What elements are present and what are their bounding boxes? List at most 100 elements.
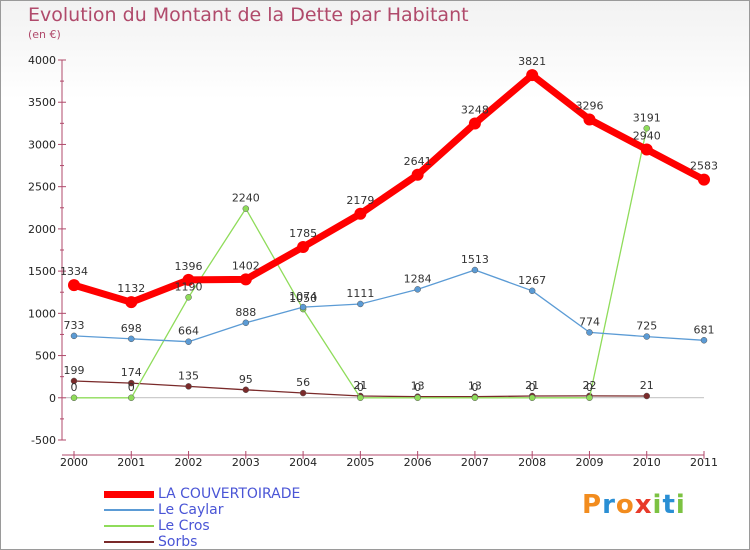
data-label-le-caylar: 774 <box>579 315 600 328</box>
legend-swatch <box>104 525 154 527</box>
data-label-le-caylar: 698 <box>121 322 142 335</box>
x-tick-label: 2006 <box>404 456 432 469</box>
data-point-le-cros <box>643 125 650 132</box>
legend-item: Le Cros <box>104 518 300 534</box>
logo-letter: i <box>652 490 663 520</box>
data-label-la-couvertoirade: 2179 <box>346 194 374 207</box>
legend-swatch <box>104 490 154 498</box>
data-point-le-cros <box>357 394 364 402</box>
x-tick-label: 2000 <box>60 456 88 469</box>
x-tick-label: 2008 <box>518 456 546 469</box>
y-tick-label: 3500 <box>28 96 56 109</box>
data-point-le-caylar <box>471 266 479 274</box>
data-point-le-cros <box>528 394 536 402</box>
data-label-le-caylar: 725 <box>636 320 657 333</box>
y-tick-label: 2500 <box>28 181 56 194</box>
data-point-la-couvertoirade <box>583 113 596 126</box>
data-label-la-couvertoirade: 2940 <box>633 130 661 143</box>
data-label-le-caylar: 1074 <box>289 290 317 303</box>
x-tick-label: 2004 <box>289 456 317 469</box>
x-tick-label: 2009 <box>575 456 603 469</box>
x-tick-label: 2003 <box>232 456 260 469</box>
data-label-sorbs: 174 <box>121 366 142 379</box>
logo-letter: o <box>615 490 635 520</box>
y-tick-label: 2000 <box>28 223 56 236</box>
data-label-sorbs: 21 <box>353 379 367 392</box>
data-point-la-couvertoirade <box>68 279 80 292</box>
legend-label: Sorbs <box>158 534 198 550</box>
data-point-la-couvertoirade <box>411 168 424 181</box>
data-label-le-cros: 0 <box>414 381 421 394</box>
data-label-le-cros: 1190 <box>175 280 203 293</box>
data-label-le-caylar: 1111 <box>346 287 374 300</box>
chart-title: Evolution du Montant de la Dette par Hab… <box>28 4 469 26</box>
x-tick-label: 2010 <box>633 456 661 469</box>
y-tick-label: 1000 <box>28 307 56 320</box>
data-label-le-caylar: 681 <box>694 323 715 336</box>
logo-letter: i <box>675 490 686 520</box>
legend-label: Le Caylar <box>158 502 224 518</box>
data-label-le-cros: 0 <box>471 381 478 394</box>
legend-label: LA COUVERTOIRADE <box>158 486 301 502</box>
data-point-la-couvertoirade <box>468 117 481 130</box>
data-point-la-couvertoirade <box>354 207 367 220</box>
series-line-la-couvertoirade <box>72 71 706 306</box>
data-label-la-couvertoirade: 1402 <box>232 259 260 272</box>
data-point-le-caylar <box>586 329 593 336</box>
logo-letter: t <box>662 490 676 520</box>
data-label-sorbs: 13 <box>468 380 482 393</box>
legend-swatch <box>104 541 154 543</box>
data-point-le-cros <box>586 394 593 402</box>
data-point-le-caylar <box>700 337 708 344</box>
data-point-la-couvertoirade <box>297 241 310 254</box>
y-tick-label: 0 <box>49 392 56 405</box>
data-point-le-cros <box>185 294 192 301</box>
data-label-sorbs: 21 <box>525 379 539 392</box>
data-point-sorbs <box>299 389 307 397</box>
data-point-sorbs <box>128 379 135 387</box>
data-point-sorbs <box>242 386 250 394</box>
y-tick-label: 500 <box>35 350 56 363</box>
data-label-le-caylar: 1267 <box>518 274 546 287</box>
data-label-le-cros: 2240 <box>232 192 260 205</box>
y-tick-label: 4000 <box>28 54 56 67</box>
legend-item: Sorbs <box>104 534 300 550</box>
legend-item: Le Caylar <box>104 502 300 518</box>
x-tick-label: 2005 <box>346 456 374 469</box>
data-label-sorbs: 21 <box>640 379 654 392</box>
data-point-la-couvertoirade <box>526 69 539 82</box>
data-label-le-cros: 0 <box>586 381 593 394</box>
data-point-la-couvertoirade <box>640 143 653 156</box>
data-label-le-cros: 0 <box>71 381 78 394</box>
data-label-la-couvertoirade: 3248 <box>461 104 489 117</box>
y-tick-label: -500 <box>31 434 56 447</box>
legend-label: Le Cros <box>158 518 210 534</box>
data-point-le-cros <box>414 394 421 402</box>
data-label-le-cros: 0 <box>128 381 135 394</box>
legend-item: LA COUVERTOIRADE <box>104 486 300 502</box>
legend-swatch <box>104 509 154 511</box>
proxiti-logo: Proxiti <box>582 490 686 520</box>
data-point-la-couvertoirade <box>125 296 138 309</box>
data-label-sorbs: 199 <box>64 364 85 377</box>
data-point-le-cros <box>471 394 479 402</box>
data-point-le-cros <box>70 394 78 402</box>
chart-subtitle: (en €) <box>28 28 61 41</box>
data-point-le-caylar <box>414 286 421 293</box>
data-label-sorbs: 135 <box>178 369 199 382</box>
data-label-la-couvertoirade: 3821 <box>518 55 546 68</box>
data-point-le-caylar <box>185 338 192 345</box>
x-tick-label: 2007 <box>461 456 489 469</box>
data-label-la-couvertoirade: 2583 <box>690 160 718 173</box>
data-point-le-cros <box>242 205 250 212</box>
data-label-sorbs: 95 <box>239 373 253 386</box>
series-line-le-cros <box>74 128 648 399</box>
data-point-le-caylar <box>528 287 536 295</box>
y-tick-label: 1500 <box>28 265 56 278</box>
data-label-le-caylar: 1284 <box>404 272 432 285</box>
data-point-le-caylar <box>643 333 650 340</box>
data-point-le-caylar <box>299 303 307 311</box>
data-label-sorbs: 22 <box>582 379 596 392</box>
